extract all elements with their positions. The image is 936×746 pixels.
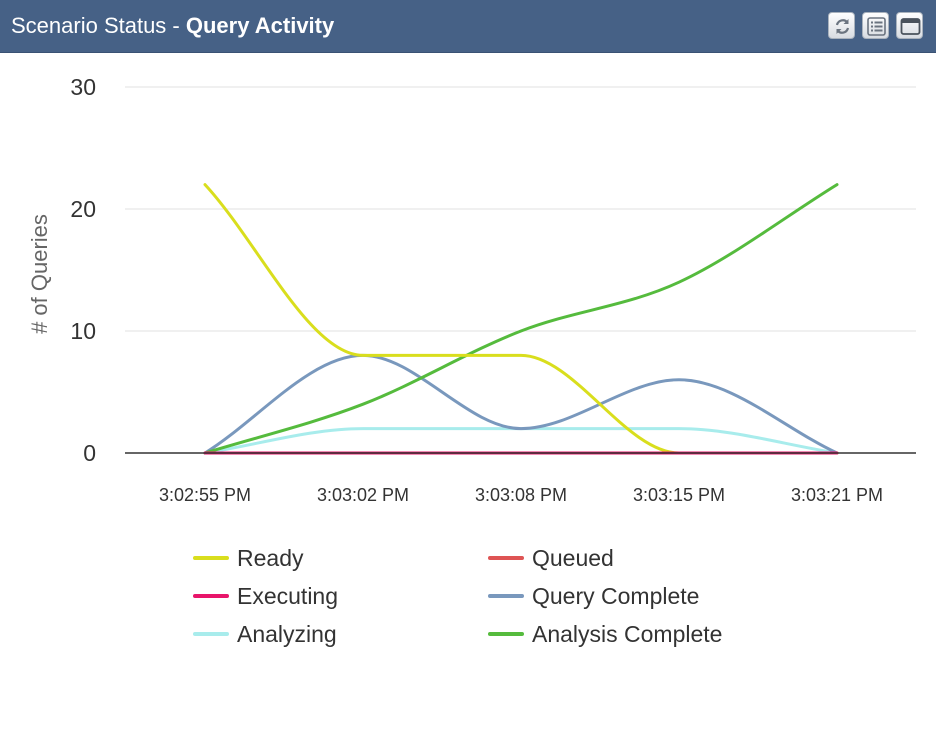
series-line-analysis-complete — [203, 183, 839, 455]
x-tick-label: 3:03:15 PM — [633, 485, 725, 505]
y-tick-label: 10 — [70, 318, 96, 344]
x-tick-label: 3:03:08 PM — [475, 485, 567, 505]
maximize-button[interactable] — [896, 12, 923, 39]
series-line-ready — [203, 183, 839, 455]
y-tick-label: 0 — [83, 440, 96, 466]
title-strong: Query Activity — [185, 13, 335, 38]
legend-label-executing: Executing — [237, 583, 338, 609]
refresh-button[interactable] — [828, 12, 855, 39]
list-icon — [867, 17, 886, 36]
legend-label-analyzing: Analyzing — [237, 621, 337, 647]
y-axis-label: # of Queries — [27, 214, 52, 334]
maximize-icon — [900, 18, 921, 35]
legend-label-query-complete: Query Complete — [532, 583, 699, 609]
legend-label-ready: Ready — [237, 545, 304, 571]
refresh-icon — [835, 19, 850, 34]
title-prefix: Scenario Status - — [11, 13, 186, 38]
y-tick-label: 20 — [70, 196, 96, 222]
panel-header: Scenario Status - Query Activity — [0, 0, 936, 53]
y-tick-label: 30 — [70, 74, 96, 100]
legend-label-queued: Queued — [532, 545, 614, 571]
query-activity-chart: 0 10 20 30 # of Queries 3:02:55 PM 3:03:02 PM 3… — [27, 74, 916, 647]
panel-title: Scenario Status - Query Activity — [11, 13, 334, 39]
series-line-analyzing — [203, 427, 839, 455]
x-tick-label: 3:03:21 PM — [791, 485, 883, 505]
list-view-button[interactable] — [862, 12, 889, 39]
series-line-query-complete — [203, 353, 839, 455]
x-tick-label: 3:02:55 PM — [159, 485, 251, 505]
legend-label-analysis-complete: Analysis Complete — [532, 621, 722, 647]
x-tick-label: 3:03:02 PM — [317, 485, 409, 505]
